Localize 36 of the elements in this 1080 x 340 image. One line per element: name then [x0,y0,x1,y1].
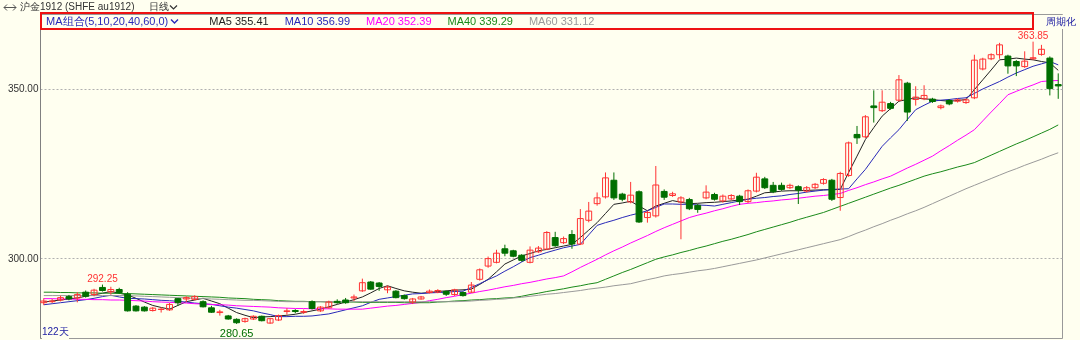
candlestick [283,307,291,316]
outline-box: MA组合(5,10,20,40,60,0) MA5 355.41 MA10 356.99 MA20 352.39 MA40 339.29 MA60 331.12 [40,12,1034,30]
candlestick [794,184,802,205]
annotation: 280.65 [219,326,254,339]
candlestick [895,74,903,103]
candlestick [828,178,836,202]
y-tick-label: 350.00 [7,83,39,95]
candlestick [610,171,618,201]
candlestick [811,182,819,190]
chart-title: 沪金1912 (SHFE au1912) [20,1,135,12]
candlestick [1054,72,1062,100]
candlestick [90,288,98,297]
candlestick [677,195,685,240]
line-series [43,152,1059,303]
candlestick [878,89,886,113]
candlestick [568,229,576,250]
annotation: 周期化 [1046,15,1076,29]
annotation: 363.85 [1017,29,1049,41]
candlestick [1029,41,1037,61]
candlestick [912,85,920,107]
annotation: 122天 [42,325,69,339]
candlestick [627,181,635,204]
candlestick [861,114,869,139]
candlestick [702,184,710,200]
line-series [43,124,1059,304]
candlestick [920,84,928,101]
candlestick [350,294,358,302]
candlestick [853,125,861,145]
y-tick-label: 300.00 [7,252,39,264]
candlestick [476,267,484,282]
annotation: 292.25 [87,272,119,284]
legend-title: MA组合(5,10,20,40,60,0) [46,13,169,29]
candlestick [719,193,727,204]
candlestick [870,89,878,124]
candlestick [786,183,794,190]
chart-subtitle: 日线 [148,1,169,12]
